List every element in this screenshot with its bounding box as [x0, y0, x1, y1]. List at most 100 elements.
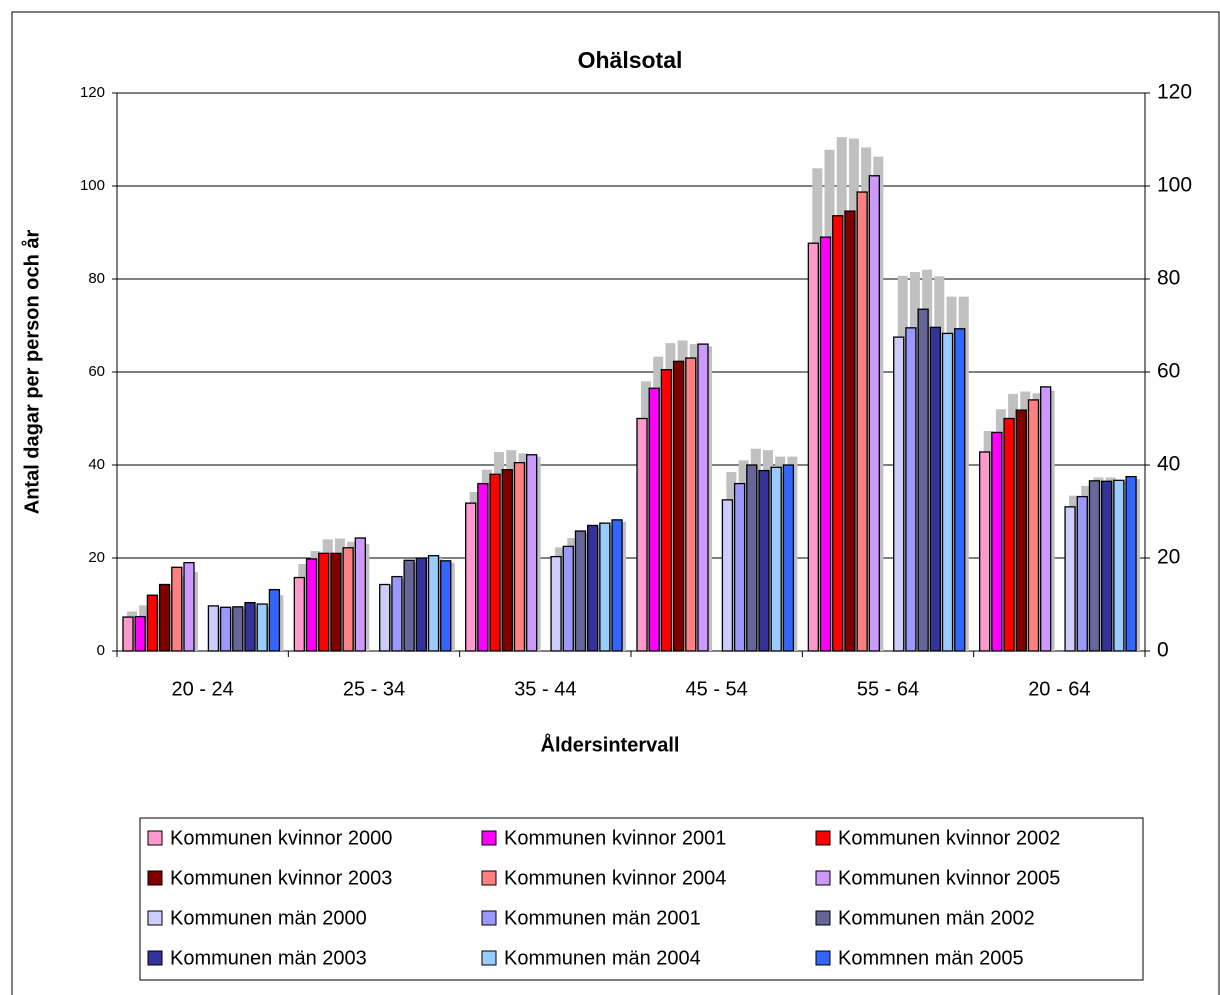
y-tick-label: 0 — [97, 642, 105, 659]
legend-swatch — [481, 950, 497, 966]
bar — [158, 583, 171, 652]
bar — [427, 555, 440, 652]
chart-title: Ohälsotal — [578, 47, 683, 73]
legend-label: Kommunen män 2004 — [504, 947, 701, 969]
bar — [562, 545, 574, 652]
y-tick-label: 100 — [80, 177, 105, 194]
bar — [183, 562, 195, 652]
legend-swatch — [481, 870, 497, 886]
bar — [122, 616, 134, 652]
x-tick-label: 55 - 64 — [857, 678, 919, 700]
legend-swatch — [147, 870, 163, 886]
legend-label: Kommunen kvinnor 2003 — [170, 867, 392, 889]
bar — [648, 387, 660, 652]
bar — [782, 464, 795, 652]
bar — [477, 482, 489, 652]
bar — [832, 215, 844, 652]
bar — [979, 451, 991, 652]
bar — [171, 566, 183, 652]
legend-swatch — [815, 910, 831, 926]
bar — [1125, 475, 1137, 652]
legend-label: Kommunen kvinnor 2002 — [838, 827, 1060, 849]
bar — [256, 603, 268, 652]
bar — [244, 601, 256, 652]
y-tick-label: 80 — [88, 270, 105, 287]
bar — [697, 343, 709, 652]
bar — [513, 462, 526, 652]
legend-swatch — [815, 870, 831, 886]
legend-swatch — [147, 910, 163, 926]
bar — [991, 431, 1003, 652]
bar — [929, 326, 941, 652]
y-tick-label: 120 — [80, 84, 105, 101]
bar — [1040, 386, 1052, 652]
bar — [330, 552, 342, 652]
bar — [660, 369, 673, 652]
bar — [134, 615, 146, 652]
bar — [415, 557, 427, 652]
bar — [305, 558, 318, 652]
bar — [893, 336, 905, 652]
legend-label: Kommunen män 2000 — [170, 907, 367, 929]
bar — [721, 499, 734, 652]
bar — [587, 524, 599, 652]
chart-border — [11, 11, 1220, 995]
legend-label: Kommunen män 2002 — [838, 907, 1035, 929]
y2-tick-label: 20 — [1157, 546, 1180, 569]
bar — [599, 522, 611, 652]
bar — [391, 575, 403, 652]
bar — [293, 576, 305, 652]
bar — [1088, 480, 1101, 652]
bar — [672, 360, 685, 652]
bar — [905, 327, 917, 652]
legend-swatch — [815, 830, 831, 846]
bar — [636, 417, 648, 652]
bar — [379, 583, 391, 652]
bar — [1015, 409, 1027, 652]
bar — [807, 242, 819, 652]
legend-swatch — [147, 950, 163, 966]
legend-label: Kommunen män 2001 — [504, 907, 701, 929]
bar — [207, 605, 220, 652]
y2-tick-label: 100 — [1157, 174, 1192, 197]
bar — [941, 332, 954, 652]
bar — [770, 466, 782, 652]
bar — [1027, 399, 1040, 652]
bar — [685, 357, 697, 652]
y2-tick-label: 120 — [1157, 81, 1192, 104]
bar — [954, 328, 966, 652]
bar — [146, 594, 159, 652]
x-tick-label: 20 - 64 — [1028, 678, 1090, 700]
y2-tick-label: 0 — [1157, 639, 1169, 662]
x-axis-label: Åldersintervall — [541, 732, 680, 756]
bar — [733, 482, 746, 652]
bar — [318, 552, 330, 652]
y2-tick-label: 40 — [1157, 453, 1180, 476]
legend-label: Kommunen män 2003 — [170, 947, 367, 969]
legend-label: Kommnen män 2005 — [838, 947, 1024, 969]
legend-label: Kommunen kvinnor 2004 — [504, 867, 726, 889]
legend-swatch — [147, 830, 163, 846]
y-tick-label: 60 — [88, 363, 105, 380]
y-tick-label: 40 — [88, 456, 105, 473]
bar — [526, 454, 538, 652]
bar — [1003, 417, 1015, 652]
bar — [501, 468, 513, 652]
legend-swatch — [815, 950, 831, 966]
bar — [917, 308, 929, 652]
y2-tick-label: 60 — [1157, 360, 1180, 383]
bar — [354, 537, 366, 652]
x-tick-label: 45 - 54 — [686, 678, 748, 700]
bar — [819, 236, 832, 652]
bar — [574, 530, 587, 652]
x-tick-label: 20 - 24 — [172, 678, 234, 700]
bar — [440, 560, 452, 652]
legend-box — [139, 817, 1144, 981]
y-tick-label: 20 — [88, 549, 105, 566]
bar — [844, 210, 856, 652]
bar — [746, 464, 758, 652]
legend-label: Kommunen kvinnor 2000 — [170, 827, 392, 849]
bar — [1101, 480, 1113, 652]
bar — [232, 606, 244, 652]
